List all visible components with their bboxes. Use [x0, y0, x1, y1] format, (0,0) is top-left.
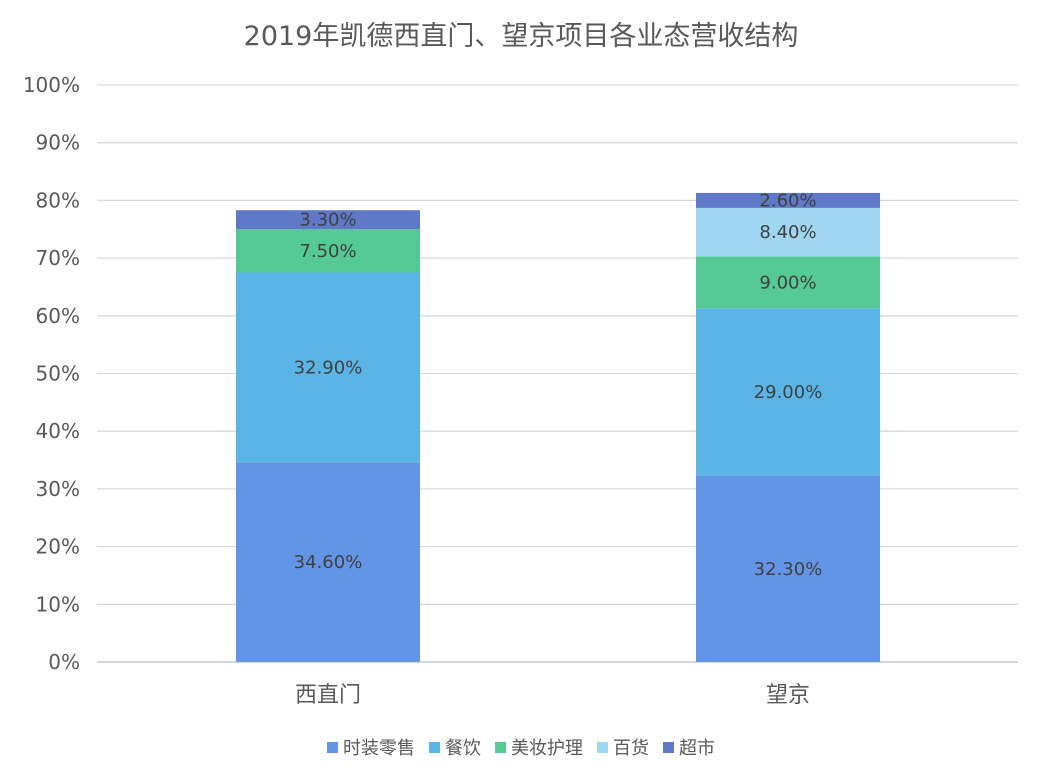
legend-item: 时装零售 [327, 734, 415, 760]
x-category-label: 西直门 [295, 683, 361, 708]
data-label: 2.60% [759, 190, 816, 211]
y-tick-label: 40% [36, 419, 80, 443]
bar-segment [696, 256, 880, 309]
data-label: 7.50% [299, 241, 356, 262]
legend-swatch [495, 741, 506, 753]
bar-segment [696, 475, 880, 662]
y-tick-label: 50% [36, 362, 80, 386]
x-category-label: 望京 [766, 683, 810, 708]
legend-label: 百货 [613, 738, 649, 759]
data-label: 34.60% [294, 552, 363, 573]
data-label: 32.30% [754, 559, 823, 580]
legend-swatch [597, 741, 608, 753]
y-tick-label: 30% [36, 477, 80, 501]
data-label: 8.40% [759, 222, 816, 243]
legend-item: 超市 [663, 734, 715, 760]
y-tick-label: 70% [36, 246, 80, 270]
bar-segment [236, 462, 420, 662]
y-tick-label: 60% [36, 304, 80, 328]
legend-swatch [327, 741, 338, 753]
bar-segment [236, 210, 420, 230]
legend-label: 超市 [679, 738, 715, 759]
data-label: 9.00% [759, 272, 816, 293]
legend: 时装零售 餐饮 美妆护理 百货 超市 [0, 734, 1042, 760]
bar-segment [696, 192, 880, 208]
bar-segment [236, 272, 420, 463]
data-label: 29.00% [754, 382, 823, 403]
y-tick-label: 20% [36, 535, 80, 559]
legend-label: 时装零售 [343, 738, 415, 759]
bar-segment [696, 308, 880, 476]
legend-label: 餐饮 [445, 738, 481, 759]
data-label: 32.90% [294, 357, 363, 378]
legend-item: 美妆护理 [495, 734, 583, 760]
chart-title: 2019年凯德西直门、望京项目各业态营收结构 [243, 21, 799, 52]
legend-label: 美妆护理 [511, 738, 583, 759]
y-tick-label: 100% [23, 73, 80, 97]
legend-item: 百货 [597, 734, 649, 760]
legend-swatch [429, 741, 440, 753]
bar-segment [236, 229, 420, 273]
y-tick-label: 0% [48, 650, 80, 674]
data-label: 3.30% [299, 210, 356, 231]
y-tick-label: 10% [36, 592, 80, 616]
legend-swatch [663, 741, 674, 753]
y-tick-label: 90% [36, 131, 80, 155]
legend-item: 餐饮 [429, 734, 481, 760]
y-tick-label: 80% [36, 188, 80, 212]
bar-segment [696, 207, 880, 257]
